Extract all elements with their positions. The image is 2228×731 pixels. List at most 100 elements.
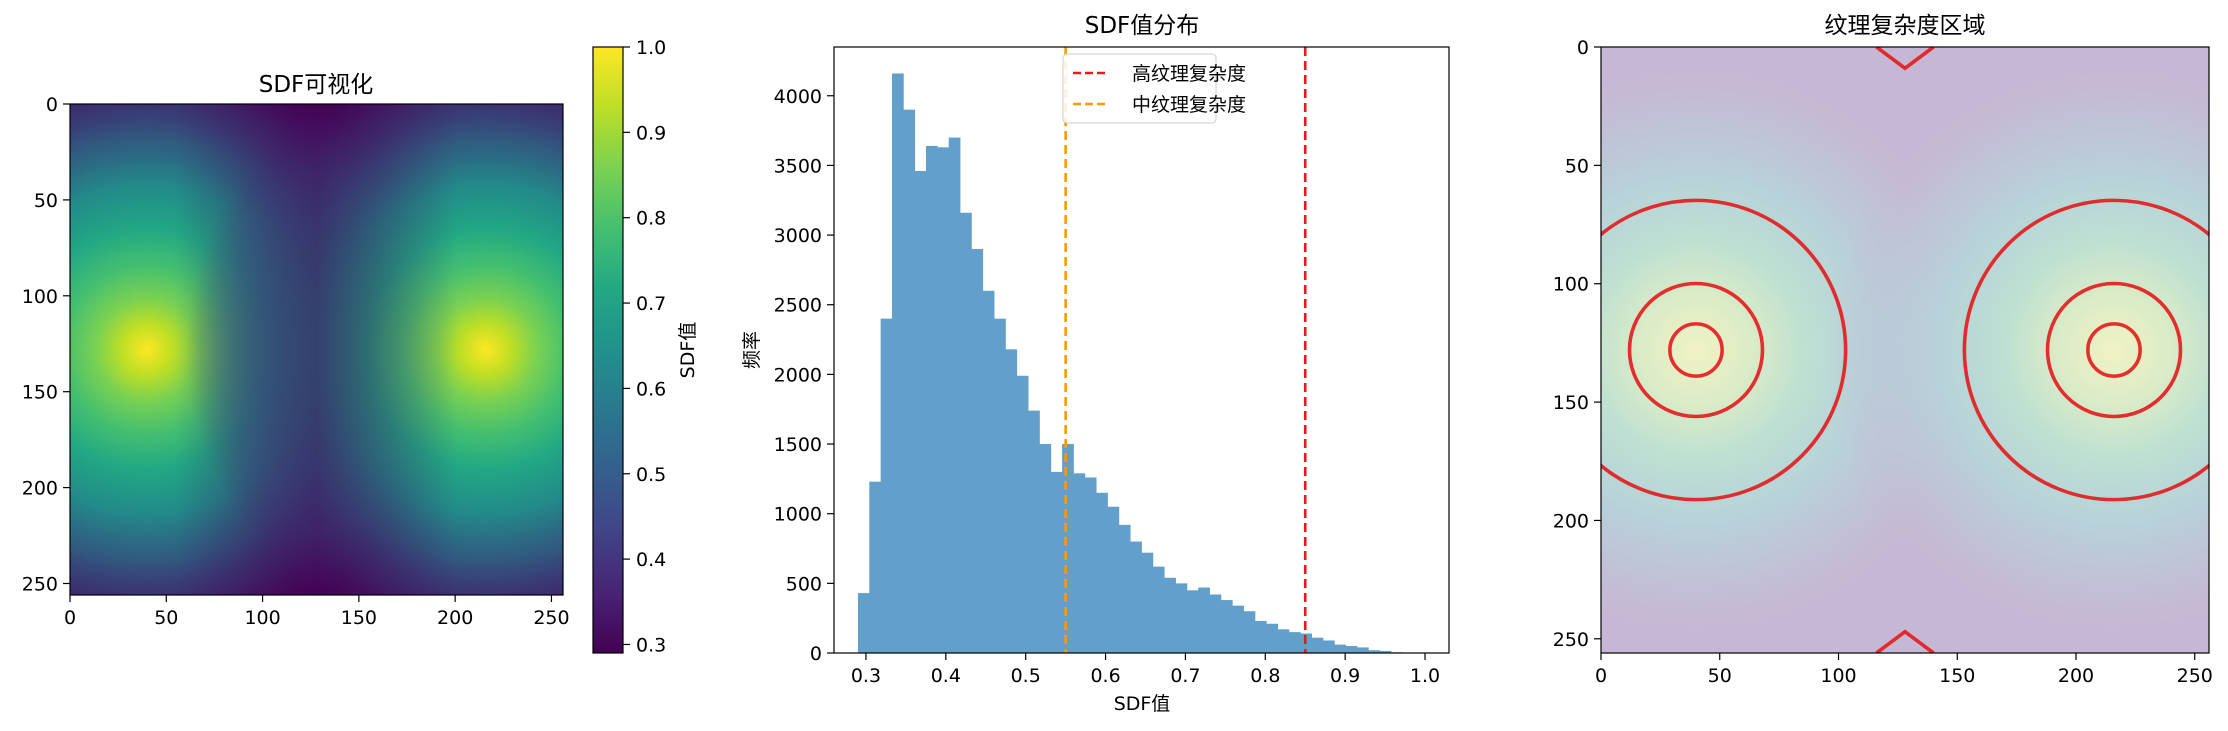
sdf-histogram-panel: SDF值分布 0.3 0.4 0.5 0.6 0.7 0.8 0.9 1.0 0 500 1000 1… bbox=[741, 13, 1450, 715]
colorbar-tick-label: 0.8 bbox=[636, 208, 666, 230]
complexity-contour bbox=[1601, 198, 1848, 502]
x-tick-label: 0.5 bbox=[1011, 665, 1041, 687]
histogram-bar bbox=[1028, 410, 1040, 653]
histogram-bar bbox=[948, 137, 961, 653]
histogram-bar bbox=[926, 145, 938, 653]
histogram-bar bbox=[1164, 577, 1176, 653]
histogram-title: SDF值分布 bbox=[1085, 13, 1200, 39]
y-tick-label: 100 bbox=[22, 286, 58, 308]
sdf-heatmap-title: SDF可视化 bbox=[259, 72, 374, 98]
x-tick-label: 0.9 bbox=[1330, 665, 1360, 687]
sdf-heatmap-panel: SDF可视化 0 50 100 150 200 250 0 50 100 150 200 250 bbox=[22, 72, 570, 629]
colorbar-tick-label: 0.5 bbox=[636, 464, 666, 486]
x-tick-label: 100 bbox=[244, 607, 280, 629]
histogram-bar bbox=[1118, 524, 1131, 653]
histogram-bar bbox=[1016, 375, 1029, 653]
histogram-bar bbox=[1220, 600, 1233, 653]
histogram-bar bbox=[1311, 637, 1324, 653]
y-tick-label: 100 bbox=[1553, 274, 1589, 296]
histogram-bar bbox=[1356, 647, 1369, 653]
x-tick-label: 0.6 bbox=[1090, 665, 1120, 687]
histogram-bar bbox=[880, 318, 893, 653]
x-tick-label: 0.3 bbox=[851, 665, 881, 687]
histogram-bar bbox=[1243, 611, 1256, 653]
region-glow bbox=[1824, 60, 2209, 640]
y-tick-label: 50 bbox=[34, 190, 58, 212]
y-tick-label: 200 bbox=[1553, 510, 1589, 532]
histogram-bar bbox=[982, 290, 995, 653]
histogram-bar bbox=[1209, 594, 1222, 653]
y-tick-label: 0 bbox=[1577, 37, 1589, 59]
histogram-bar bbox=[1152, 566, 1165, 653]
colorbar-tick-label: 0.3 bbox=[636, 634, 666, 656]
histogram-bar bbox=[1130, 541, 1142, 653]
x-tick-label: 1.0 bbox=[1410, 665, 1440, 687]
y-tick-label: 50 bbox=[1565, 155, 1589, 177]
colorbar-gradient bbox=[592, 46, 624, 654]
colorbar-tick-label: 0.7 bbox=[636, 293, 666, 315]
y-tick-label: 150 bbox=[1553, 392, 1589, 414]
x-tick-label: 0 bbox=[1595, 665, 1607, 687]
x-tick-label: 250 bbox=[533, 607, 569, 629]
complexity-region-frame bbox=[1600, 46, 2210, 654]
histogram-bar bbox=[1379, 650, 1392, 653]
histogram-bar bbox=[994, 318, 1006, 653]
histogram-bar bbox=[971, 249, 984, 653]
histogram-bar bbox=[1198, 587, 1210, 653]
colorbar-label: SDF值 bbox=[677, 322, 699, 379]
histogram-bar bbox=[1005, 349, 1018, 653]
complexity-contour bbox=[1875, 629, 1935, 653]
histogram-frame bbox=[833, 46, 1450, 654]
x-tick-label: 0 bbox=[64, 607, 76, 629]
complexity-contour bbox=[1627, 281, 1765, 419]
x-tick-label: 0.8 bbox=[1250, 665, 1280, 687]
y-tick-label: 3000 bbox=[774, 225, 822, 247]
histogram-bar bbox=[1039, 444, 1052, 653]
sdf-heatmap-frame bbox=[69, 103, 564, 596]
histogram-bar bbox=[857, 593, 870, 653]
colorbar-tick-label: 0.6 bbox=[636, 378, 666, 400]
colorbar-tick-label: 0.9 bbox=[636, 122, 666, 144]
histogram-bar bbox=[1073, 473, 1086, 653]
sdf-heatmap-image bbox=[70, 104, 563, 595]
y-tick-label: 150 bbox=[22, 382, 58, 404]
x-tick-label: 50 bbox=[154, 607, 178, 629]
complexity-contour bbox=[1962, 198, 2209, 502]
histogram-bar bbox=[1254, 620, 1267, 653]
histogram-bar bbox=[891, 73, 904, 653]
complexity-contour bbox=[2045, 281, 2183, 419]
legend-high-label: 高纹理复杂度 bbox=[1132, 63, 1246, 85]
y-tick-label: 200 bbox=[22, 478, 58, 500]
y-tick-label: 4000 bbox=[774, 86, 822, 108]
x-tick-label: 0.7 bbox=[1170, 665, 1200, 687]
colorbar-tick-label: 1.0 bbox=[636, 37, 666, 59]
histogram-bar bbox=[1050, 471, 1063, 653]
histogram-x-label: SDF值 bbox=[1114, 693, 1171, 715]
colorbar: 1.0 0.9 0.8 0.7 0.6 0.5 0.4 0.3 SDF值 bbox=[592, 37, 699, 656]
histogram-y-label: 频率 bbox=[741, 331, 763, 369]
histogram-bar bbox=[1322, 640, 1335, 653]
y-tick-label: 500 bbox=[786, 573, 822, 595]
y-tick-label: 1000 bbox=[774, 504, 822, 526]
histogram-bar bbox=[869, 481, 882, 653]
y-tick-label: 3500 bbox=[774, 155, 822, 177]
x-tick-label: 150 bbox=[1939, 665, 1975, 687]
y-tick-label: 250 bbox=[1553, 629, 1589, 651]
histogram-bar bbox=[1186, 590, 1199, 653]
histogram-bar bbox=[1141, 552, 1154, 653]
histogram-bar bbox=[1096, 492, 1108, 653]
histogram-bar bbox=[914, 170, 927, 653]
x-tick-label: 50 bbox=[1708, 665, 1732, 687]
x-tick-label: 0.4 bbox=[931, 665, 961, 687]
x-tick-label: 150 bbox=[341, 607, 377, 629]
x-tick-label: 250 bbox=[2177, 665, 2213, 687]
histogram-bar bbox=[1062, 444, 1074, 653]
histogram-bar bbox=[960, 212, 972, 654]
histogram-bar bbox=[1232, 605, 1244, 653]
histogram-bar bbox=[1107, 506, 1120, 653]
y-tick-label: 250 bbox=[22, 573, 58, 595]
histogram-legend: 高纹理复杂度 中纹理复杂度 bbox=[1062, 53, 1246, 124]
legend-mid-label: 中纹理复杂度 bbox=[1132, 94, 1246, 116]
legend-box bbox=[1062, 53, 1217, 124]
